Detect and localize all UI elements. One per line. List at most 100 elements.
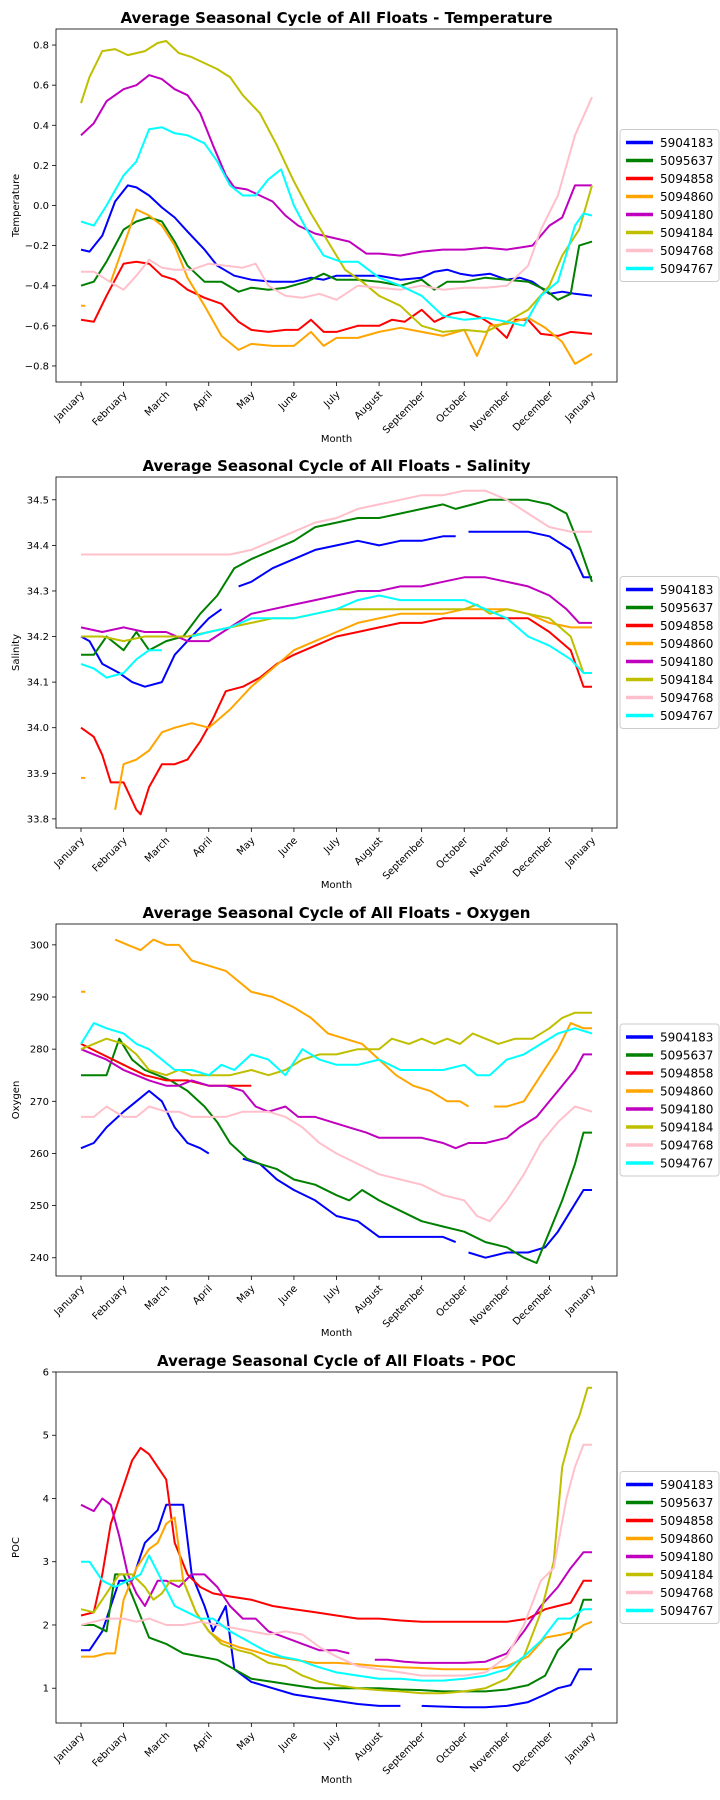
poc-legend-label-5094768: 5094768	[660, 1586, 713, 1600]
salinity-x-tick-label: July	[321, 835, 342, 856]
temperature-legend-label-5094180: 5094180	[660, 208, 713, 222]
poc-legend-label-5094180: 5094180	[660, 1550, 713, 1564]
poc-x-tick-label: September	[381, 1730, 428, 1777]
temperature-legend-label-5094860: 5094860	[660, 190, 713, 204]
temperature-chart-title: Average Seasonal Cycle of All Floats - T…	[120, 9, 552, 27]
temperature-y-tick-label: −0.4	[25, 281, 49, 292]
poc-series-line-5094180	[80, 1497, 592, 1664]
temperature-y-tick-label: −0.6	[25, 321, 49, 332]
salinity-series-line-5094180	[80, 576, 592, 643]
oxygen-x-tick-label: December	[511, 1283, 556, 1328]
oxygen-series-line-5904183	[80, 1089, 592, 1259]
oxygen-y-tick-label: 280	[30, 1045, 49, 1056]
poc-y-tick-label: 5	[43, 1431, 49, 1442]
oxygen-x-tick-label: July	[321, 1283, 342, 1304]
poc-y-axis-label: POC	[11, 1537, 22, 1558]
temperature-y-tick-label: −0.8	[25, 361, 49, 372]
salinity-x-axis-label: Month	[321, 880, 352, 891]
salinity-y-tick-label: 34.2	[27, 632, 49, 643]
oxygen-x-tick-label: March	[143, 1283, 172, 1312]
oxygen-x-tick-label: August	[353, 1283, 386, 1316]
poc-x-tick-label: March	[143, 1730, 172, 1759]
salinity-y-tick-label: 33.8	[27, 814, 49, 825]
temperature-legend: 5904183 5095637 5094858 5094860 5094180 50941…	[619, 129, 720, 282]
temperature-x-axis-label: Month	[321, 434, 352, 445]
salinity-y-tick-label: 33.9	[27, 769, 49, 780]
salinity-plot-area	[55, 476, 618, 829]
oxygen-y-tick-label: 290	[30, 993, 49, 1004]
temperature-x-tick-label: February	[91, 389, 130, 428]
oxygen-x-axis-label: Month	[321, 1328, 352, 1339]
temperature-y-tick-label: 0.8	[33, 41, 49, 52]
poc-legend-label-5094858: 5094858	[660, 1514, 713, 1528]
temperature-y-tick-label: 0.4	[33, 121, 49, 132]
temperature-x-tick-label: September	[381, 389, 428, 436]
temperature-series-line-5094180	[80, 74, 592, 257]
poc-series-line-5094768	[80, 1443, 592, 1677]
salinity-x-tick-label: February	[91, 835, 130, 874]
temperature-series-line-5904183	[80, 184, 593, 297]
salinity-x-tick-label: March	[143, 835, 172, 864]
salinity-legend-label-5094858: 5094858	[660, 619, 713, 633]
temperature-x-tick-label: April	[191, 389, 215, 413]
salinity-x-tick-label: April	[191, 835, 215, 859]
poc-series-line-5095637	[81, 1573, 592, 1693]
oxygen-legend-label-5094860: 5094860	[660, 1085, 713, 1099]
poc-legend-label-5094184: 5094184	[660, 1568, 713, 1582]
poc-series-group	[80, 1386, 593, 1709]
salinity-legend-label-5094180: 5094180	[660, 655, 713, 669]
salinity-legend-label-5094184: 5094184	[660, 673, 713, 687]
salinity-legend-label-5094767: 5094767	[660, 709, 713, 723]
salinity-x-tick-label: December	[511, 835, 556, 880]
poc-x-tick-label: November	[468, 1730, 513, 1775]
oxygen-y-tick-label: 260	[30, 1149, 49, 1160]
poc-x-tick-label: December	[511, 1730, 556, 1775]
oxygen-x-tick-label: November	[468, 1283, 513, 1328]
salinity-chart-title: Average Seasonal Cycle of All Floats - S…	[142, 457, 530, 475]
poc-legend-label-5095637: 5095637	[660, 1496, 713, 1510]
oxygen-y-axis-label: Oxygen	[11, 1081, 22, 1120]
salinity-legend-label-5094860: 5094860	[660, 637, 713, 651]
poc-x-tick-label: May	[235, 1730, 257, 1752]
oxygen-legend-label-5904183: 5904183	[660, 1031, 713, 1045]
oxygen-series-line-5094184	[80, 1011, 592, 1077]
oxygen-plot-area	[55, 923, 618, 1277]
poc-series-line-5094858	[80, 1446, 592, 1623]
salinity-legend: 5904183 5095637 5094858 5094860 5094180 50941…	[619, 576, 720, 729]
salinity-x-tick-label: June	[276, 835, 300, 859]
oxygen-x-tick-label: January	[563, 1283, 598, 1318]
temperature-plot-area	[55, 28, 618, 383]
salinity-series-line-5094184	[81, 603, 592, 674]
poc-legend: 5904183 5095637 5094858 5094860 5094180 50941…	[619, 1471, 720, 1624]
salinity-y-tick-label: 34.5	[27, 495, 49, 506]
poc-x-tick-label: October	[434, 1730, 471, 1767]
oxygen-x-tick-label: June	[276, 1283, 300, 1307]
oxygen-legend-label-5094180: 5094180	[660, 1103, 713, 1117]
temperature-legend-label-5095637: 5095637	[660, 154, 713, 168]
poc-legend-box	[619, 1471, 720, 1624]
temperature-x-tick-label: November	[468, 389, 513, 434]
oxygen-chart-title: Average Seasonal Cycle of All Floats - O…	[143, 904, 531, 922]
temperature-x-tick-label: August	[353, 389, 386, 422]
oxygen-x-tick-label: October	[434, 1283, 471, 1320]
salinity-chart: Average Seasonal Cycle of All Floats - S…	[11, 457, 720, 891]
oxygen-y-tick-label: 300	[30, 940, 49, 951]
poc-x-tick-label: January	[563, 1730, 598, 1765]
poc-chart: Average Seasonal Cycle of All Floats - P…	[11, 1352, 720, 1786]
poc-plot-area	[55, 1371, 618, 1724]
oxygen-y-tick-label: 270	[30, 1097, 49, 1108]
oxygen-legend-label-5094768: 5094768	[660, 1139, 713, 1153]
temperature-series-line-5094184	[80, 40, 593, 333]
temperature-legend-box	[619, 129, 720, 282]
salinity-series-group	[80, 489, 593, 816]
poc-y-tick-label: 1	[43, 1684, 49, 1695]
temperature-legend-label-5094767: 5094767	[660, 262, 713, 276]
temperature-series-line-5094768	[81, 96, 593, 301]
salinity-x-tick-label: August	[353, 835, 386, 868]
poc-y-tick-label: 2	[43, 1620, 49, 1631]
temperature-y-tick-label: 0.0	[33, 201, 49, 212]
oxygen-legend-label-5095637: 5095637	[660, 1049, 713, 1063]
salinity-x-tick-label: November	[468, 835, 513, 880]
temperature-x-tick-label: January	[52, 389, 87, 424]
poc-series-line-5094184	[80, 1386, 592, 1695]
